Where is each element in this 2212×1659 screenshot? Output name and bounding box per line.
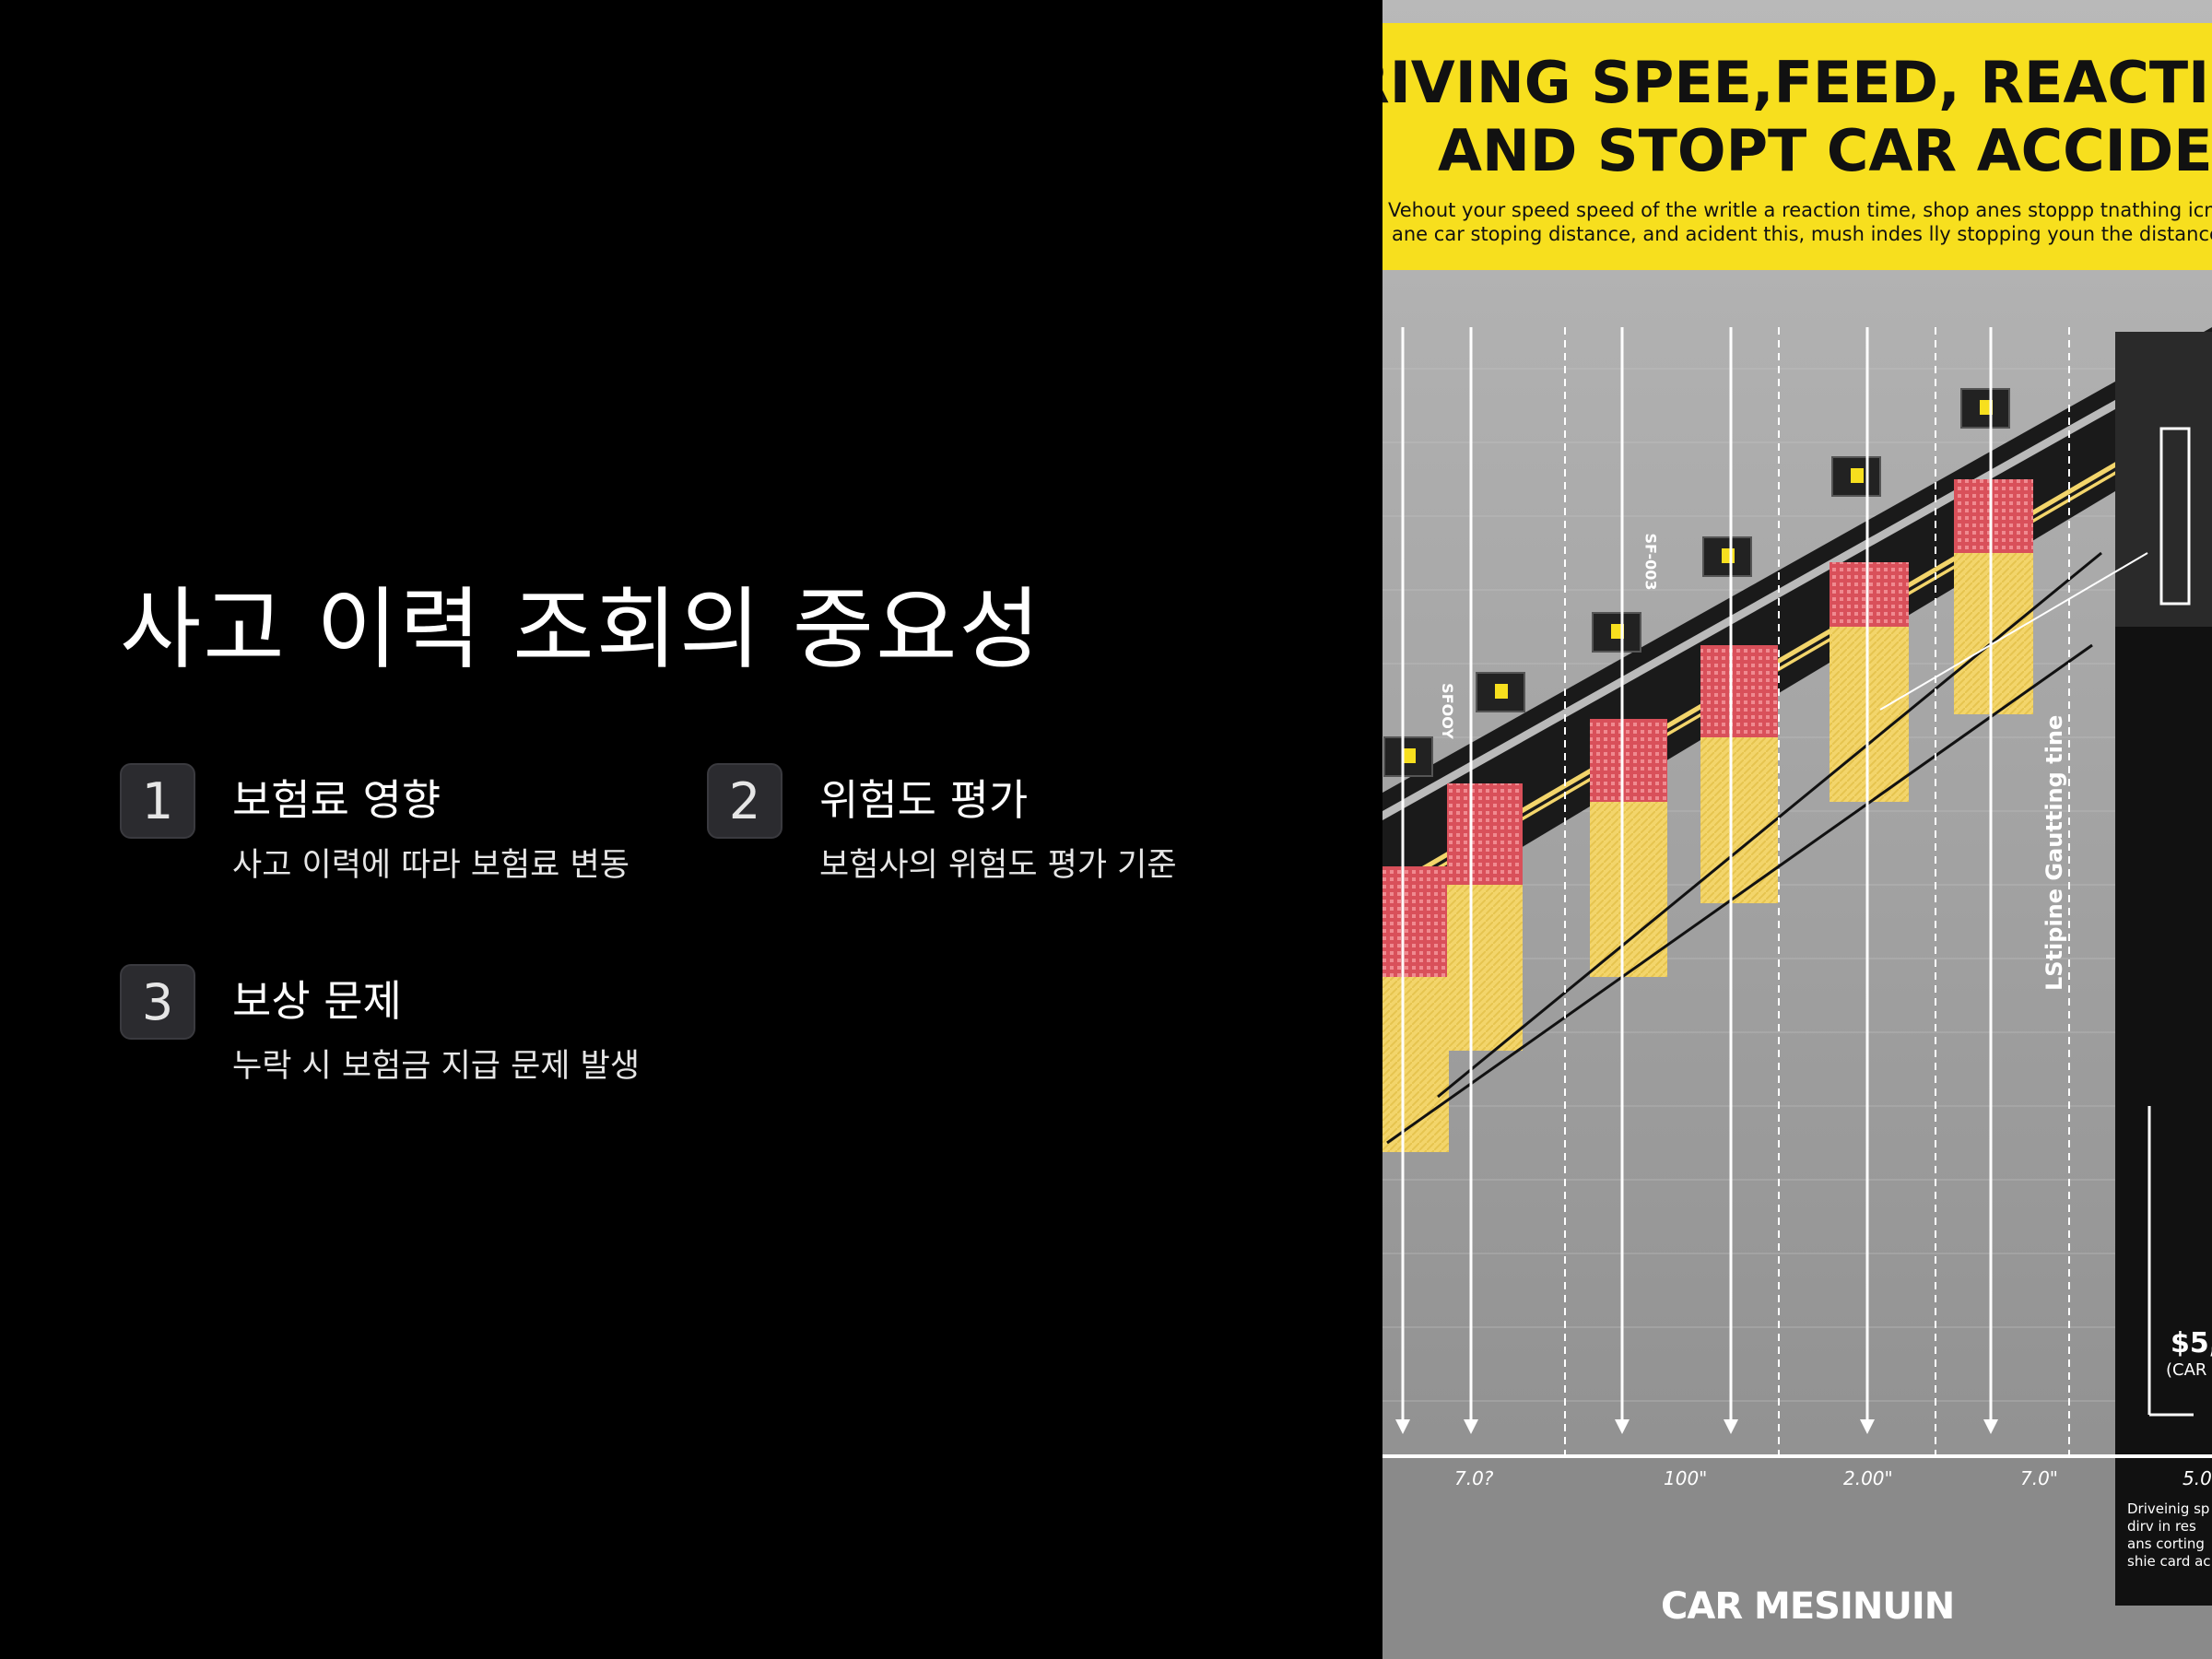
item-description: 보험사의 위험도 평가 기준 bbox=[819, 847, 1177, 884]
footnote: Driveinig sp dirv in res ans corting shi… bbox=[2127, 1500, 2211, 1571]
footnote-line: shie card ac bbox=[2127, 1553, 2211, 1570]
sign-label: SF-003 bbox=[1641, 533, 1660, 591]
item-title: 보상 문제 bbox=[232, 976, 402, 1026]
brand-logo: CAR MESINUIN bbox=[1661, 1585, 1955, 1628]
item-number-badge: 2 bbox=[707, 763, 782, 839]
item-number-badge: 1 bbox=[120, 763, 195, 839]
banner-headline-2: AND STOPT CAR ACCIDENT. bbox=[1438, 117, 2212, 184]
item-description: 사고 이력에 따라 보험료 변동 bbox=[232, 847, 629, 884]
cost-value: $5, bbox=[2171, 1327, 2212, 1359]
item-title: 보험료 영향 bbox=[232, 775, 441, 825]
footnote-line: dirv in res bbox=[2127, 1518, 2196, 1535]
sign-label: SFOOY bbox=[1438, 683, 1456, 739]
banner-subtitle-line: Vehout your speed speed of the writle a … bbox=[1388, 199, 2212, 221]
banner-subtitle: Vehout your speed speed of the writle a … bbox=[1382, 198, 2212, 246]
footnote-line: Driveinig sp bbox=[2127, 1500, 2210, 1517]
banner-subtitle-line: ane car stoping distance, and acident th… bbox=[1392, 223, 2212, 245]
item-description: 누락 시 보험금 지급 문제 발생 bbox=[232, 1048, 641, 1085]
axis-tick: 5.0 bbox=[2183, 1467, 2212, 1489]
item-number-badge: 3 bbox=[120, 964, 195, 1040]
item-title: 위험도 평가 bbox=[819, 775, 1029, 825]
axis-tick: 7.0? bbox=[1454, 1467, 1494, 1489]
cost-caption: (CAR bbox=[2166, 1360, 2207, 1380]
side-axis-label: LStipine Gautting tine bbox=[2041, 714, 2067, 991]
banner-headline: RIVING SPEE,FEED, REACTION bbox=[1382, 49, 2212, 116]
page-title: 사고 이력 조회의 중요성 bbox=[120, 578, 1042, 681]
infographic-image: RIVING SPEE,FEED, REACTION AND STOPT CAR… bbox=[1382, 0, 2212, 1659]
infographic-banner: RIVING SPEE,FEED, REACTION AND STOPT CAR… bbox=[1382, 23, 2212, 270]
axis-tick: 100" bbox=[1664, 1467, 1708, 1489]
footnote-line: ans corting bbox=[2127, 1535, 2205, 1552]
axis-tick: 7.0" bbox=[2020, 1467, 2059, 1489]
infographic-graphic bbox=[1382, 0, 2212, 1659]
axis-tick: 2.00" bbox=[1843, 1467, 1893, 1489]
text-panel: 사고 이력 조회의 중요성 1 보험료 영향 사고 이력에 따라 보험료 변동 … bbox=[120, 578, 1177, 1085]
